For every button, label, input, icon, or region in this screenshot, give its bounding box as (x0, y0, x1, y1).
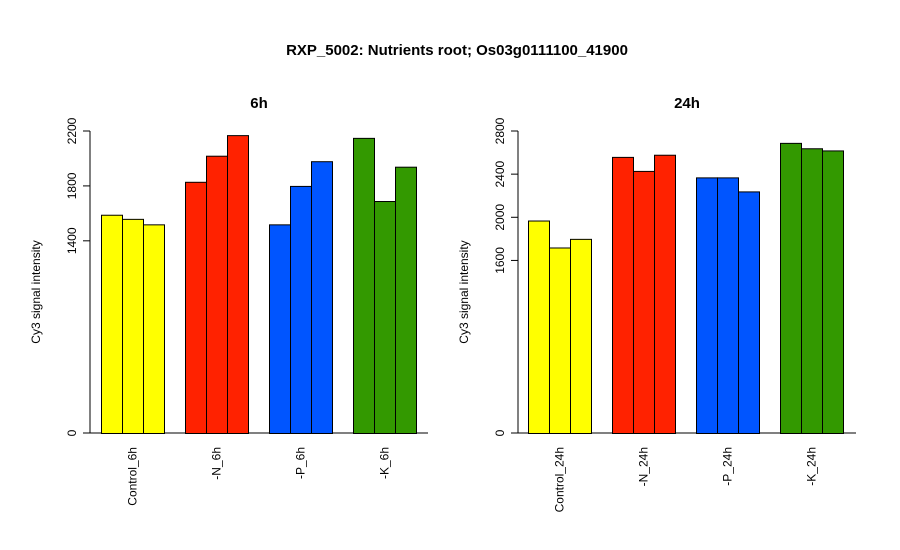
bar (612, 156, 634, 434)
bar (122, 218, 144, 434)
bar (311, 161, 333, 434)
bar (101, 214, 123, 434)
category-label: Control_24h (553, 447, 567, 512)
y-axis-label: Cy3 signal intensity (457, 240, 471, 343)
main-title: RXP_5002: Nutrients root; Os03g0111100_4… (286, 42, 628, 59)
panel-title: 24h (674, 95, 700, 112)
bar (143, 224, 165, 434)
y-tick-label: 1800 (65, 172, 79, 199)
y-tick-label: 1600 (493, 247, 507, 274)
y-tick-label: 2400 (493, 160, 507, 187)
bar (654, 154, 676, 434)
bar (738, 191, 760, 434)
bar (206, 155, 228, 435)
category-label: -N_24h (637, 447, 651, 486)
category-label: -N_6h (210, 447, 224, 480)
bar (696, 177, 718, 434)
y-axis-label: Cy3 signal intensity (29, 240, 43, 343)
bar (353, 137, 375, 434)
bar (549, 247, 571, 434)
bar (633, 170, 655, 435)
y-tick-label: 0 (493, 429, 507, 436)
bar (185, 181, 207, 434)
y-tick-label: 2200 (65, 117, 79, 144)
y-tick-label: 2000 (493, 204, 507, 231)
bar (374, 201, 396, 434)
bar (528, 220, 550, 434)
bar (395, 166, 417, 434)
y-tick-label: 2800 (493, 117, 507, 144)
y-tick-label: 0 (65, 429, 79, 436)
bar (780, 142, 802, 434)
category-label: -P_6h (294, 447, 308, 479)
bar (801, 148, 823, 434)
category-label: -K_24h (805, 447, 819, 486)
category-label: -K_6h (378, 447, 392, 479)
category-label: Control_6h (126, 447, 140, 506)
bar (717, 177, 739, 434)
y-tick-label: 1400 (65, 227, 79, 254)
bar (570, 238, 592, 434)
panel-title: 6h (250, 95, 268, 112)
bar (290, 185, 312, 434)
category-label: -P_24h (721, 447, 735, 486)
bar (822, 150, 844, 435)
bar (269, 224, 291, 434)
bar (227, 135, 249, 434)
